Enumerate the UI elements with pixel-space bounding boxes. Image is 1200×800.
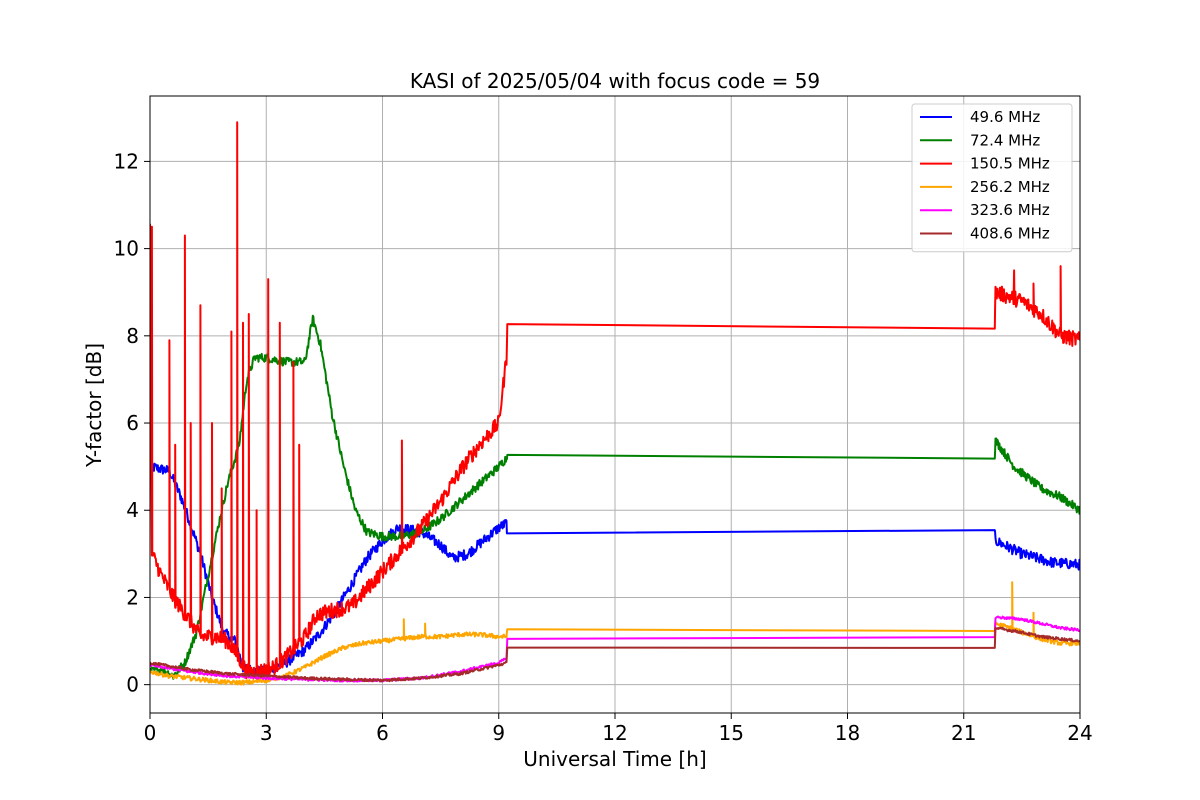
x-tick-label-3: 9 [492, 721, 505, 745]
chart-title: KASI of 2025/05/04 with focus code = 59 [410, 69, 820, 93]
series-line-3 [150, 581, 1080, 686]
x-tick-label-4: 12 [602, 721, 627, 745]
y-tick-label-2: 4 [126, 498, 139, 522]
legend-label-2: 150.5 MHz [970, 155, 1050, 173]
y-tick-label-5: 10 [114, 237, 139, 261]
y-tick-label-1: 2 [126, 585, 139, 609]
x-tick-label-0: 0 [144, 721, 157, 745]
series-group [150, 121, 1080, 686]
x-tick-label-1: 3 [260, 721, 273, 745]
y-tick-label-6: 12 [114, 149, 139, 173]
legend-label-3: 256.2 MHz [970, 178, 1050, 196]
x-axis-label: Universal Time [h] [523, 747, 706, 771]
legend: 49.6 MHz 72.4 MHz 150.5 MHz 256.2 MHz 323.6… [911, 103, 1073, 253]
x-tick-label-8: 24 [1067, 721, 1092, 745]
y-tick-label-4: 8 [126, 324, 139, 348]
x-tick-label-2: 6 [376, 721, 389, 745]
legend-label-5: 408.6 MHz [970, 225, 1050, 243]
series-line-1 [150, 314, 1080, 680]
x-tick-label-6: 18 [835, 721, 860, 745]
y-tick-label-0: 0 [126, 673, 139, 697]
y-axis-label: Y-factor [dB] [82, 343, 106, 468]
legend-label-0: 49.6 MHz [970, 108, 1040, 126]
legend-label-1: 72.4 MHz [970, 131, 1040, 149]
x-tick-label-5: 15 [719, 721, 744, 745]
y-tick-label-3: 6 [126, 411, 139, 435]
series-line-5 [150, 626, 1080, 683]
series-line-2 [150, 121, 1080, 680]
x-tick-label-7: 21 [951, 721, 976, 745]
legend-label-4: 323.6 MHz [970, 201, 1050, 219]
